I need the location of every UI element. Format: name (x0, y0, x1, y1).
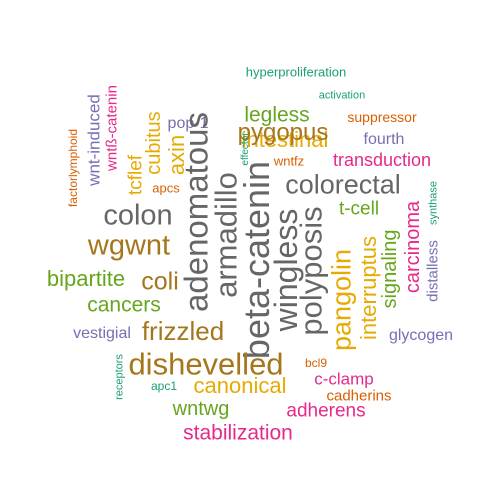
word-apcs: apcs (152, 180, 180, 196)
word-tcflef: tcflef (125, 154, 147, 196)
word-pangolin: pangolin (326, 248, 357, 352)
word-wntß-catenin: wntß-catenin (103, 85, 121, 171)
word-t-cell: t-cell (338, 198, 380, 220)
word-synthase: synthase (427, 180, 440, 226)
word-wgwnt: wgwnt (87, 229, 171, 262)
word-interruptus: interruptus (356, 236, 381, 340)
word-c-clamp: c-clamp (314, 369, 374, 389)
word-intestinal: intestinal (241, 127, 329, 152)
word-bcl9: bcl9 (304, 356, 328, 370)
word-bipartite: bipartite (46, 266, 126, 291)
word-apc1: apc1 (150, 379, 178, 393)
word-distalless: distalless (424, 240, 442, 302)
word-wntfz: wntfz (273, 153, 305, 169)
word-wntwg: wntwg (172, 398, 230, 420)
word-axin: axin (164, 134, 189, 176)
word-wnt-induced: wnt-induced (84, 94, 104, 186)
word-cancers: cancers (87, 293, 161, 317)
word-cubitus: cubitus (143, 111, 165, 175)
word-stabilization: stabilization (183, 421, 293, 445)
word-fourth: fourth (363, 131, 405, 148)
word-suppressor: suppressor (347, 109, 417, 125)
word-hyperproliferation: hyperproliferation (245, 64, 347, 80)
word-coli: coli (141, 267, 179, 296)
word-canonical: canonical (193, 373, 287, 398)
word-pop-1: pop-1 (167, 115, 209, 132)
word-receptors: receptors (113, 354, 126, 400)
word-dishevelled: dishevelled (128, 346, 284, 382)
word-cadherins: cadherins (326, 387, 392, 405)
word-colon: colon (103, 199, 173, 232)
word-factorlymphoid: factorlymphoid (66, 128, 80, 208)
word-vestigial: vestigial (73, 325, 131, 342)
word-frizzled: frizzled (141, 316, 225, 346)
word-pygopus: pygopus (237, 119, 329, 146)
word-transduction: transduction (332, 150, 432, 170)
word-legless: legless (244, 103, 310, 127)
word-beta-catenin: beta-catenin (236, 160, 277, 360)
word-signaling: signaling (379, 229, 401, 309)
word-colorectal: colorectal (285, 169, 401, 200)
word-armadillo: armadillo (208, 172, 244, 298)
word-adherens: adherens (286, 400, 366, 422)
word-carcinoma: carcinoma (402, 200, 424, 294)
word-glycogen: glycogen (388, 327, 454, 344)
word-activation: activation (318, 89, 366, 102)
